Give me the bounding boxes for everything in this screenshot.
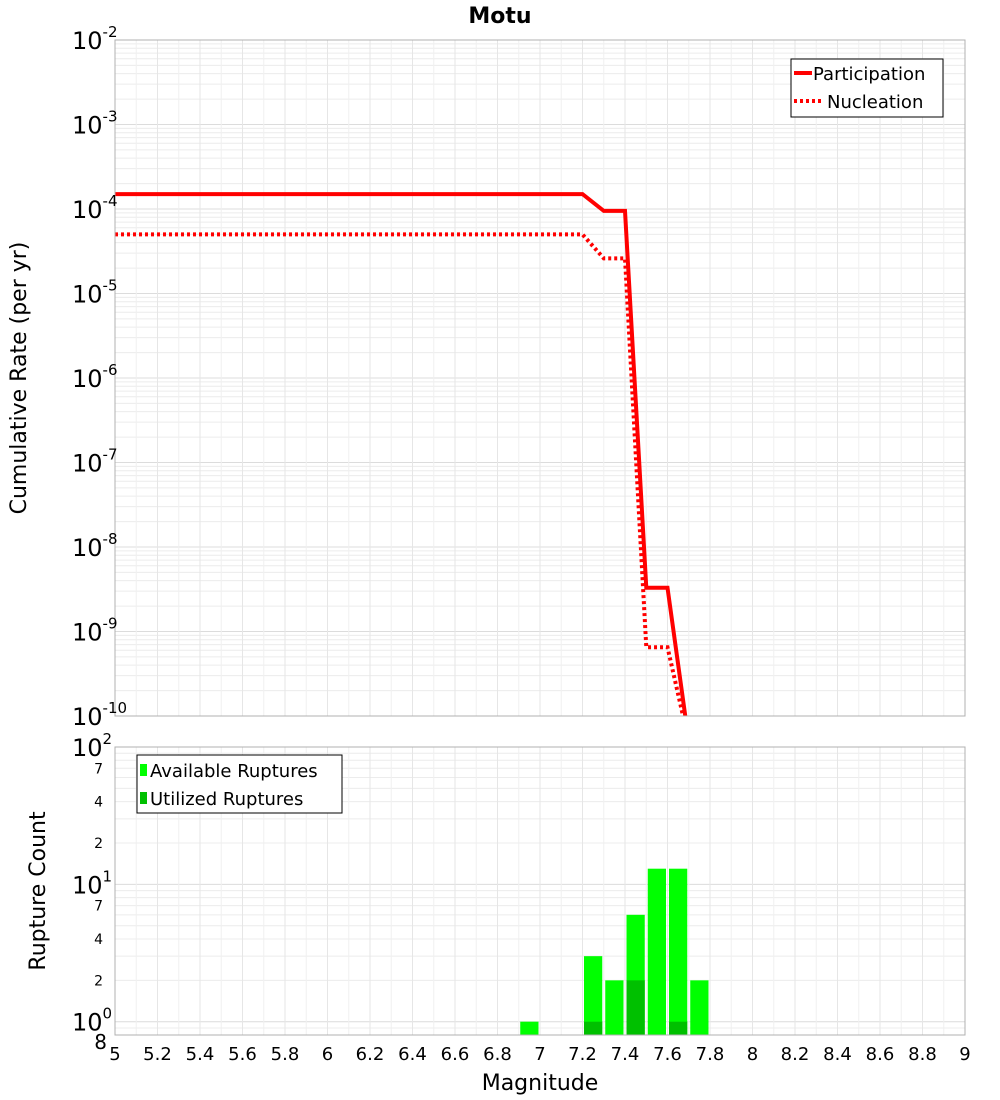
count-legend-box bbox=[136, 754, 343, 814]
utilized-legend-swatch bbox=[140, 792, 147, 804]
count-y-minor-tick-label: 4 bbox=[94, 932, 103, 948]
count-y-minor-tick-label: 2 bbox=[94, 836, 103, 852]
x-axis-label: Magnitude bbox=[482, 1071, 599, 1096]
x-tick-label: 5.2 bbox=[143, 1044, 172, 1065]
chart-title: Motu bbox=[468, 4, 531, 29]
count-y-minor-tick-label: 8 bbox=[94, 1030, 107, 1054]
utilized-rupture-bar bbox=[626, 980, 645, 1035]
x-tick-label: 8.4 bbox=[823, 1044, 852, 1065]
count-plot-frame bbox=[114, 746, 966, 1036]
available-rupture-bar bbox=[690, 980, 709, 1035]
x-tick-label: 6.8 bbox=[483, 1044, 512, 1065]
x-tick-label: 9 bbox=[959, 1044, 970, 1065]
rate-plot-series bbox=[115, 192, 688, 716]
count-legend: Available Ruptures Utilized Ruptures bbox=[136, 754, 343, 814]
count-y-major-tick-label: 101 bbox=[72, 867, 112, 899]
utilized-legend-label: Utilized Ruptures bbox=[150, 789, 303, 810]
x-tick-label: 6.2 bbox=[356, 1044, 385, 1065]
x-tick-label: 5.4 bbox=[186, 1044, 215, 1065]
rate-y-tick-label: 10-2 bbox=[72, 23, 118, 55]
rate-legend-box bbox=[790, 58, 944, 118]
x-tick-label: 8.6 bbox=[866, 1044, 895, 1065]
count-plot-bars bbox=[520, 868, 709, 1035]
rate-plot-grid bbox=[114, 40, 966, 717]
available-rupture-bar bbox=[647, 868, 666, 1035]
x-tick-label: 7.6 bbox=[653, 1044, 682, 1065]
count-y-minor-tick-label: 4 bbox=[94, 795, 103, 811]
utilized-rupture-bar bbox=[584, 1021, 603, 1035]
x-tick-label: 5.8 bbox=[271, 1044, 300, 1065]
count-y-major-tick-label: 102 bbox=[72, 730, 112, 762]
available-legend-label: Available Ruptures bbox=[150, 761, 318, 782]
x-tick-label: 5 bbox=[109, 1044, 120, 1065]
x-tick-label: 8 bbox=[747, 1044, 758, 1065]
x-tick-label: 8.2 bbox=[781, 1044, 810, 1065]
x-tick-label: 6.6 bbox=[441, 1044, 470, 1065]
x-tick-label: 6.4 bbox=[398, 1044, 427, 1065]
nucleation-series-line bbox=[115, 232, 686, 716]
available-legend-swatch bbox=[140, 764, 147, 776]
rate-y-tick-label: 10-3 bbox=[72, 108, 118, 140]
available-rupture-bar bbox=[584, 956, 603, 1035]
x-tick-label: 5.6 bbox=[228, 1044, 257, 1065]
participation-series-line bbox=[115, 192, 688, 716]
x-tick-label: 7.4 bbox=[611, 1044, 640, 1065]
rate-plot-y-ticks: 10-2 10-3 10-4 10-5 10-6 10-7 10-8 10-9 10-10 bbox=[72, 23, 127, 731]
available-rupture-bar bbox=[669, 868, 688, 1035]
rate-plot-frame bbox=[114, 39, 966, 717]
utilized-rupture-bar bbox=[669, 1021, 688, 1035]
rate-plot: 10-2 10-3 10-4 10-5 10-6 10-7 10-8 10-9 10-10 Pa… bbox=[72, 23, 966, 731]
participation-legend-label: Participation bbox=[813, 64, 925, 85]
x-tick-label: 7.8 bbox=[696, 1044, 725, 1065]
count-y-major-tick-label: 100 bbox=[72, 1005, 112, 1037]
available-rupture-bar bbox=[605, 980, 624, 1035]
rate-y-tick-label: 10-9 bbox=[72, 615, 118, 647]
count-y-minor-tick-label: 7 bbox=[94, 761, 103, 777]
rate-y-tick-label: 10-6 bbox=[72, 361, 118, 393]
x-tick-label: 7.2 bbox=[568, 1044, 597, 1065]
count-y-axis-label: Rupture Count bbox=[26, 811, 51, 971]
rate-y-tick-label: 10-10 bbox=[72, 699, 127, 731]
rate-y-tick-label: 10-5 bbox=[72, 277, 118, 309]
rate-legend: Participation Nucleation bbox=[790, 58, 944, 118]
count-y-minor-tick-label: 7 bbox=[94, 899, 103, 915]
x-axis-ticks: 5 5.2 5.4 5.6 5.8 6 6.2 6.4 6.6 6.8 7 7.2 7.4 7.6 7.8 8… bbox=[109, 1044, 970, 1065]
count-plot-y-ticks: 102 101 100 7 4 2 7 4 2 8 bbox=[72, 730, 112, 1054]
rate-y-tick-label: 10-7 bbox=[72, 446, 118, 478]
count-y-minor-tick-label: 2 bbox=[94, 973, 103, 989]
rate-y-tick-label: 10-8 bbox=[72, 530, 118, 562]
x-tick-label: 7 bbox=[534, 1044, 545, 1065]
nucleation-legend-label: Nucleation bbox=[827, 92, 923, 113]
x-tick-label: 6 bbox=[322, 1044, 333, 1065]
available-rupture-bar bbox=[520, 1021, 539, 1035]
count-plot: 102 101 100 7 4 2 7 4 2 8 Available Ruptures Util… bbox=[72, 730, 966, 1054]
rate-y-tick-label: 10-4 bbox=[72, 192, 118, 224]
rate-y-axis-label: Cumulative Rate (per yr) bbox=[7, 242, 32, 515]
x-tick-label: 8.8 bbox=[908, 1044, 937, 1065]
